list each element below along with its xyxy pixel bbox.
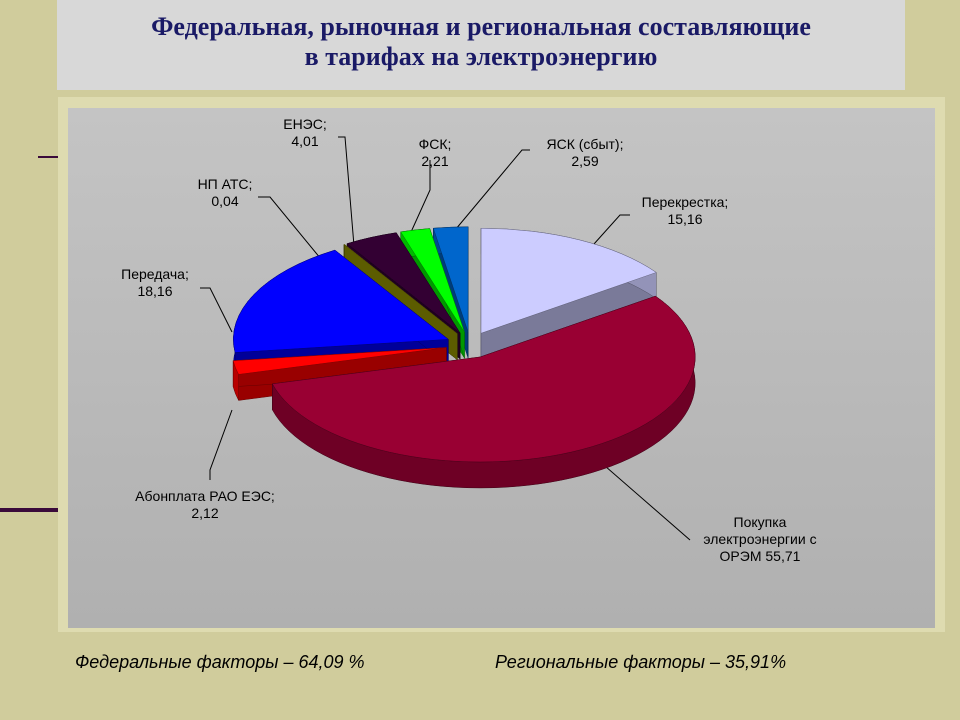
title-line: в тарифах на электроэнергию [304, 42, 658, 71]
slice [346, 232, 461, 334]
title-box: Федеральная, рыночная и региональная сос… [57, 0, 905, 90]
decor-line [0, 508, 62, 512]
slice [271, 295, 696, 463]
slice [400, 228, 465, 333]
slice-name: НП АТС; [197, 176, 253, 192]
slice [432, 226, 469, 332]
data-label: Передача; 18,16 [95, 266, 215, 300]
slice-value: 2,12 [191, 505, 219, 521]
slice-name: ЕНЭС; [283, 116, 327, 132]
slice-value: 0,04 [211, 193, 239, 209]
slice-name: Перекрестка; [641, 194, 729, 210]
slice-name: Покупка электроэнергии с ОРЭМ [703, 514, 817, 564]
data-label: Покупка электроэнергии с ОРЭМ 55,71 [690, 514, 830, 565]
footnote: Региональные факторы – 35,91% [495, 652, 787, 672]
slice [233, 249, 450, 353]
slice-name: ФСК; [418, 136, 452, 152]
leader-line [584, 214, 630, 255]
slice [232, 347, 447, 375]
slice [343, 244, 458, 334]
leader-line [200, 287, 233, 333]
leader-line [338, 136, 356, 259]
slice-value: 4,01 [291, 133, 319, 149]
data-label: ЕНЭС; 4,01 [265, 116, 345, 150]
slice-name: Передача; [121, 266, 189, 282]
slice [480, 228, 657, 334]
slice-value: 2,21 [421, 153, 449, 169]
slice-value: 2,59 [571, 153, 599, 169]
decor-line [38, 156, 68, 158]
slice-name: Абонплата РАО ЕЭС; [135, 488, 275, 504]
title-line: Федеральная, рыночная и региональная сос… [151, 12, 811, 41]
slice-value: 55,71 [765, 548, 801, 564]
slice-name: ЯСК (сбыт); [546, 136, 624, 152]
leader-line [209, 409, 233, 480]
data-label: НП АТС; 0,04 [165, 176, 285, 210]
leader-line [258, 196, 331, 271]
data-label: ЯСК (сбыт); 2,59 [525, 136, 645, 170]
data-label: Перекрестка; 15,16 [625, 194, 745, 228]
slice-value: 15,16 [667, 211, 703, 227]
footnote: Федеральные факторы – 64,09 % [75, 652, 365, 672]
leader-line [439, 149, 530, 249]
data-label: ФСК; 2,21 [395, 136, 475, 170]
data-label: Абонплата РАО ЕЭС; 2,12 [105, 488, 305, 522]
pie [232, 226, 696, 489]
slice-value: 18,16 [137, 283, 173, 299]
